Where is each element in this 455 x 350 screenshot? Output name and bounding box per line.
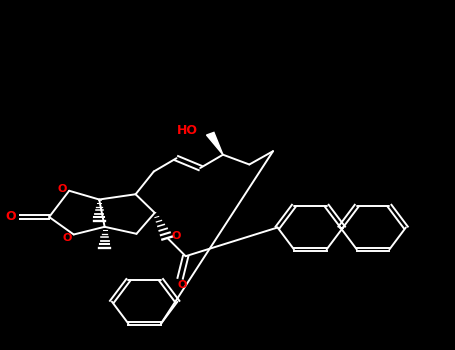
Text: O: O: [63, 233, 72, 243]
Text: O: O: [178, 280, 187, 290]
Text: O: O: [172, 231, 182, 240]
Text: HO: HO: [177, 124, 197, 138]
Text: O: O: [57, 184, 66, 194]
Polygon shape: [207, 132, 223, 155]
Text: O: O: [5, 210, 16, 224]
